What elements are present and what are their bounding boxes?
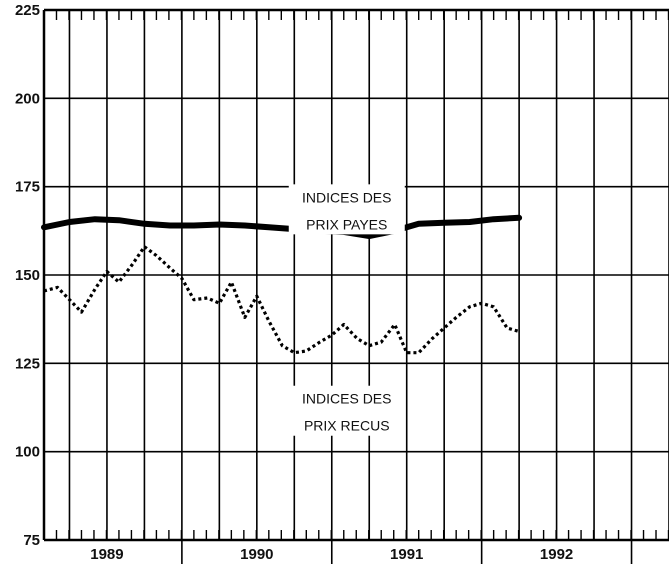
annotation-1-line-1: PRIX RECUS	[304, 418, 390, 434]
minor-ticks	[43, 10, 669, 564]
x-tick-labels: 1989 1990 1991 1992	[90, 546, 573, 563]
y-tick-label-150: 150	[15, 267, 40, 284]
annotation-1-line-0: INDICES DES	[302, 391, 391, 407]
series-lines	[41, 214, 523, 355]
annotation-bg-1	[288, 385, 405, 436]
y-tick-label-225: 225	[15, 2, 40, 19]
x-tick-label-1989: 1989	[90, 546, 123, 563]
y-tick-label-200: 200	[15, 90, 40, 107]
y-tick-labels: 75 100 125 150 175 200 225	[15, 2, 40, 549]
y-tick-label-125: 125	[15, 355, 40, 372]
annotations: INDICES DES PRIX PAYES INDICES DES PRIX REC…	[288, 184, 405, 436]
x-tick-label-1991: 1991	[390, 546, 423, 563]
annotation-0-line-1: PRIX PAYES	[306, 216, 387, 232]
y-tick-label-175: 175	[15, 179, 40, 196]
y-tick-label-100: 100	[15, 444, 40, 461]
x-tick-label-1990: 1990	[240, 546, 273, 563]
annotation-bg-0	[288, 184, 405, 235]
annotation-0-line-0: INDICES DES	[302, 189, 391, 205]
series-line-1	[43, 245, 520, 355]
x-tick-label-1992: 1992	[540, 546, 573, 563]
series-line-0	[41, 214, 523, 240]
grid	[42, 8, 669, 542]
y-tick-label-75: 75	[23, 532, 40, 549]
